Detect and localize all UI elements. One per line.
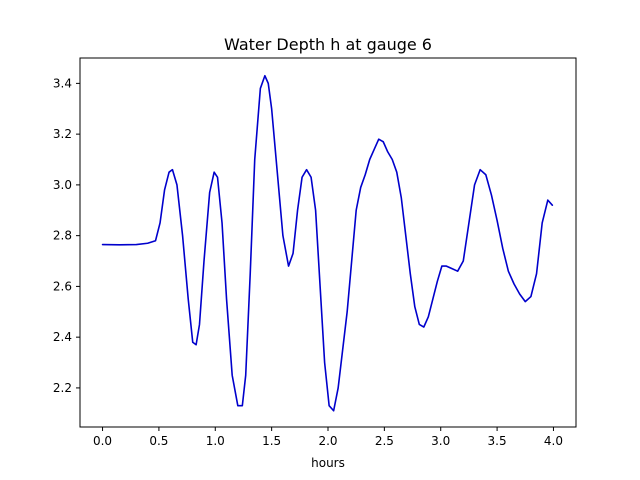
x-tick-label: 2.5 — [375, 434, 394, 448]
y-tick-label: 2.4 — [53, 330, 72, 344]
y-tick-label: 2.2 — [53, 381, 72, 395]
plot-area — [79, 57, 577, 428]
x-tick-label: 0.5 — [149, 434, 168, 448]
y-tick-label: 2.6 — [53, 279, 72, 293]
x-tick-label: 3.5 — [488, 434, 507, 448]
chart-title: Water Depth h at gauge 6 — [224, 35, 432, 54]
y-tick-label: 2.8 — [53, 229, 72, 243]
y-tick-label: 3.0 — [53, 178, 72, 192]
series-line-0 — [101, 74, 554, 412]
x-axis-label: hours — [311, 456, 345, 470]
x-tick-label: 0.0 — [93, 434, 112, 448]
x-tick-label: 4.0 — [544, 434, 563, 448]
x-tick-label: 2.0 — [318, 434, 337, 448]
y-axis-ticks: 2.2 2.4 2.6 2.8 3.0 3.2 3.4 — [53, 76, 80, 395]
x-tick-label: 3.0 — [431, 434, 450, 448]
x-tick-label: 1.0 — [206, 434, 225, 448]
y-tick-label: 3.2 — [53, 127, 72, 141]
x-axis-ticks: 0.0 0.5 1.0 1.5 2.0 2.5 3.0 3.5 4.0 — [93, 427, 563, 448]
x-tick-label: 1.5 — [262, 434, 281, 448]
y-tick-label: 3.4 — [53, 76, 72, 90]
